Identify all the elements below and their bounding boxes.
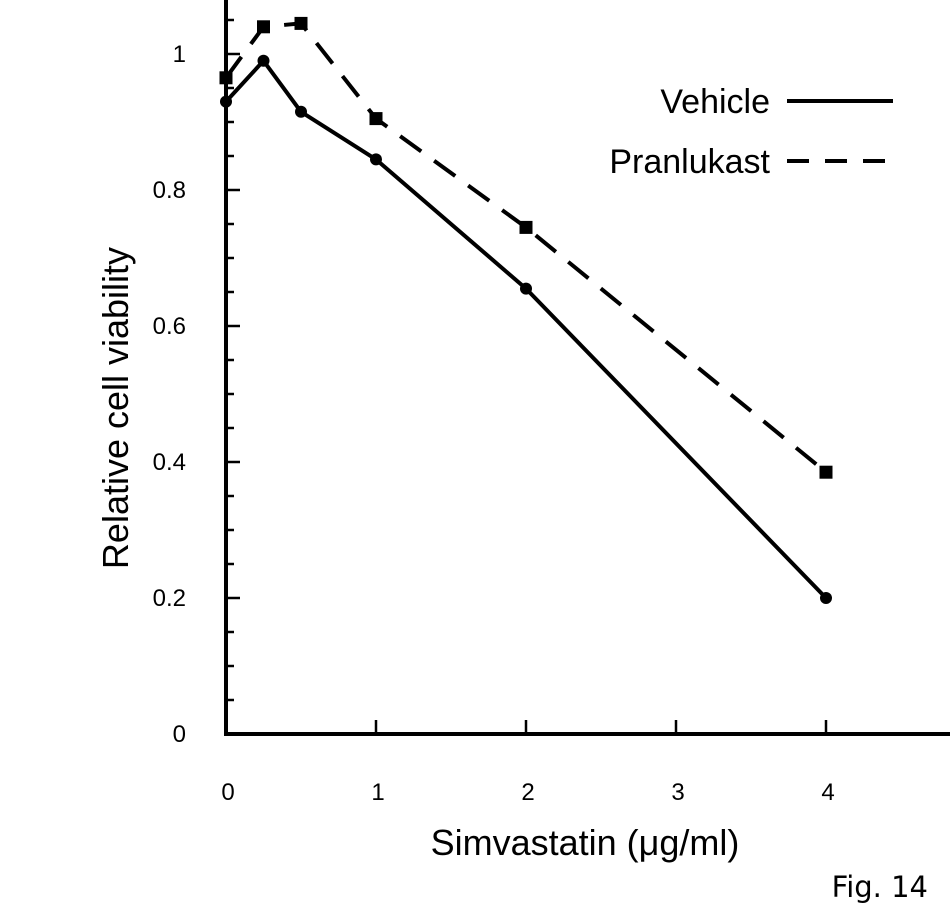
data-point-pranlukast <box>819 465 833 479</box>
legend-label: Vehicle <box>660 83 770 121</box>
y-axis-title: Relative cell viability <box>95 247 136 569</box>
data-point-pranlukast <box>219 71 233 85</box>
data-point-vehicle <box>220 95 232 108</box>
axes: 0 0.2 0.4 0.6 0.8 1 0 1 2 3 4 <box>153 0 950 806</box>
series-vehicle <box>220 54 832 604</box>
data-point-pranlukast <box>369 112 383 126</box>
data-point-pranlukast <box>519 220 533 234</box>
data-point-vehicle <box>520 282 532 295</box>
data-point-pranlukast <box>257 20 270 34</box>
data-point-vehicle <box>295 105 307 118</box>
data-point-vehicle <box>257 54 270 67</box>
series-line-pranlukast <box>224 21 828 474</box>
figure-caption: Fig. 14 <box>831 870 928 904</box>
x-tick-label: 2 <box>521 779 534 806</box>
series-line-vehicle <box>224 58 828 600</box>
x-tick-label: 0 <box>221 779 234 806</box>
series-layer <box>219 16 833 604</box>
y-tick-label: 0 <box>173 721 186 748</box>
data-point-vehicle <box>370 153 382 166</box>
y-tick-label: 1 <box>173 41 186 68</box>
x-tick-label: 4 <box>821 779 834 806</box>
y-tick-label: 0.2 <box>153 585 186 612</box>
y-tick-label: 0.8 <box>153 177 186 204</box>
y-tick-label: 0.4 <box>153 449 186 476</box>
legend: Vehicle Pranlukast <box>609 83 893 181</box>
data-point-pranlukast <box>294 16 308 30</box>
legend-item-vehicle: Vehicle <box>660 83 893 121</box>
y-tick-label: 0.6 <box>153 313 186 340</box>
data-point-vehicle <box>820 592 832 604</box>
x-tick-label: 1 <box>371 779 384 806</box>
x-tick-label: 3 <box>671 779 684 806</box>
series-pranlukast <box>219 16 833 479</box>
legend-item-pranlukast: Pranlukast <box>609 143 893 181</box>
legend-label: Pranlukast <box>609 143 770 181</box>
x-axis-title: Simvastatin (μg/ml) <box>431 822 740 863</box>
